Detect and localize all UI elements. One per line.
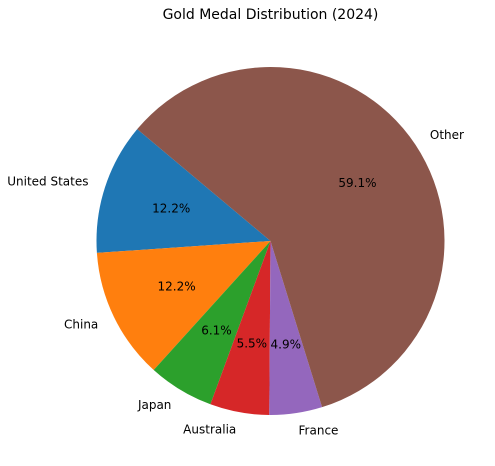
pie-label-japan: Japan bbox=[137, 398, 171, 412]
pie-percent-france: 4.9% bbox=[271, 337, 302, 351]
pie-slice-japan bbox=[153, 241, 271, 405]
pie-percent-other: 59.1% bbox=[338, 176, 376, 190]
pie-slice-china bbox=[96, 241, 271, 370]
pie-percent-labels: 12.2% 12.2% 6.1% 5.5% 4.9% 59.1% bbox=[152, 176, 376, 351]
pie-percent-australia: 5.5% bbox=[237, 337, 268, 351]
pie-slice-united-states bbox=[96, 129, 271, 253]
chart-title: Gold Medal Distribution (2024) bbox=[163, 7, 379, 23]
pie-slices bbox=[96, 67, 445, 415]
pie-percent-japan: 6.1% bbox=[201, 323, 232, 337]
pie-percent-china: 12.2% bbox=[158, 280, 196, 294]
pie-label-china: China bbox=[64, 318, 98, 332]
pie-slice-other bbox=[137, 67, 445, 408]
pie-percent-united-states: 12.2% bbox=[152, 202, 190, 216]
pie-slice-france bbox=[269, 241, 323, 415]
pie-label-france: France bbox=[299, 423, 339, 437]
pie-label-other: Other bbox=[430, 128, 464, 142]
pie-slice-australia bbox=[210, 241, 271, 415]
pie-labels: United States China Japan Australia France Ot… bbox=[7, 128, 464, 437]
pie-label-united-states: United States bbox=[7, 175, 88, 189]
pie-label-australia: Australia bbox=[183, 422, 236, 436]
